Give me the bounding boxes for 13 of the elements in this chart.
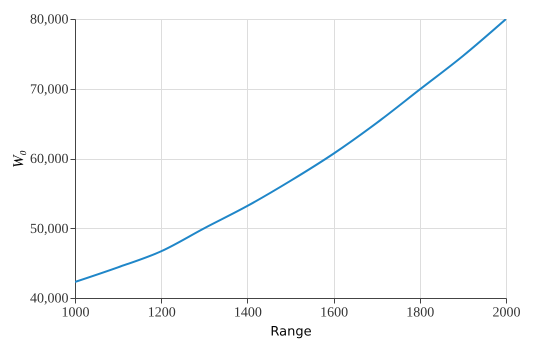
y-tick-label: 40,000 (30, 292, 68, 306)
x-tick-label: 1800 (406, 306, 434, 320)
y-tick-label: 80,000 (30, 12, 68, 28)
y-tick-label: 60,000 (30, 152, 68, 167)
x-tick-label: 1200 (148, 306, 176, 320)
x-tick-label: 1000 (62, 306, 90, 320)
x-tick-label: 1600 (320, 306, 348, 320)
y-tick-label: 70,000 (30, 82, 68, 98)
x-tick-label: 2000 (492, 306, 520, 320)
x-tick-label: 1400 (234, 306, 262, 320)
y-tick-label: 50,000 (30, 222, 68, 237)
x-axis-title: Range (270, 324, 312, 340)
y-axis-title: W₀ (11, 150, 27, 168)
